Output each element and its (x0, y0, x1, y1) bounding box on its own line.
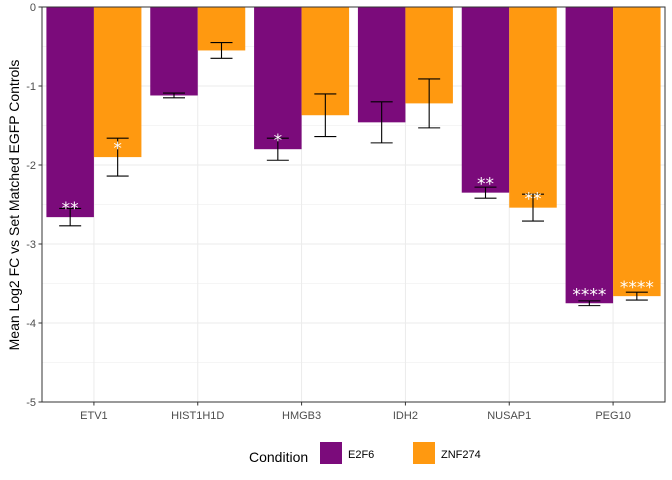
x-tick-label: HMGB3 (282, 410, 321, 422)
y-tick-label: -4 (26, 318, 36, 330)
x-tick-label: ETV1 (80, 410, 108, 422)
bar-e2f6-hist1h1d (150, 7, 198, 96)
y-tick-label: -2 (26, 160, 36, 172)
x-tick-label: PEG10 (595, 410, 630, 422)
significance-label: ** (62, 199, 79, 219)
bar-e2f6-etv1 (46, 7, 94, 218)
legend-key-e2f6 (320, 442, 342, 464)
bar-znf274-etv1 (93, 7, 142, 158)
significance-labels: *** ********* **** (62, 131, 654, 305)
y-tick-label: 0 (30, 2, 36, 14)
significance-label: * (274, 131, 283, 151)
x-axis: ETV1 HIST1H1D HMGB3 IDH2 NUSAP1 PEG10 (80, 402, 631, 422)
y-tick-label: -5 (26, 397, 36, 409)
x-tick-label: HIST1H1D (171, 410, 224, 422)
y-axis: 0 -1 -2 -3 -4 -5 (26, 2, 42, 409)
significance-label: **** (620, 278, 654, 298)
bar-e2f6-hmgb3 (254, 7, 302, 150)
y-tick-label: -3 (26, 239, 36, 251)
bar-znf274-peg10 (613, 7, 661, 297)
significance-label: ** (477, 175, 494, 195)
bar-e2f6-nusap1 (461, 7, 510, 193)
bar-znf274-nusap1 (509, 7, 557, 208)
y-tick-label: -1 (26, 81, 36, 93)
bars (46, 7, 661, 304)
significance-label: * (113, 139, 122, 159)
plot-border (41, 6, 666, 403)
x-tick-label: IDH2 (393, 410, 418, 422)
legend-label-znf274: ZNF274 (441, 449, 481, 461)
legend-title: Condition (249, 449, 308, 465)
bar-e2f6-peg10 (565, 7, 614, 304)
x-tick-label: NUSAP1 (487, 410, 531, 422)
error-bars (59, 41, 648, 307)
legend-label-e2f6: E2F6 (348, 449, 374, 461)
legend: Condition E2F6 ZNF274 (249, 442, 481, 465)
significance-label: ** (525, 190, 542, 210)
y-axis-title: Mean Log2 FC vs Set Matched EGFP Control… (6, 60, 22, 351)
legend-key-znf274 (413, 442, 435, 464)
significance-label: **** (572, 285, 606, 305)
